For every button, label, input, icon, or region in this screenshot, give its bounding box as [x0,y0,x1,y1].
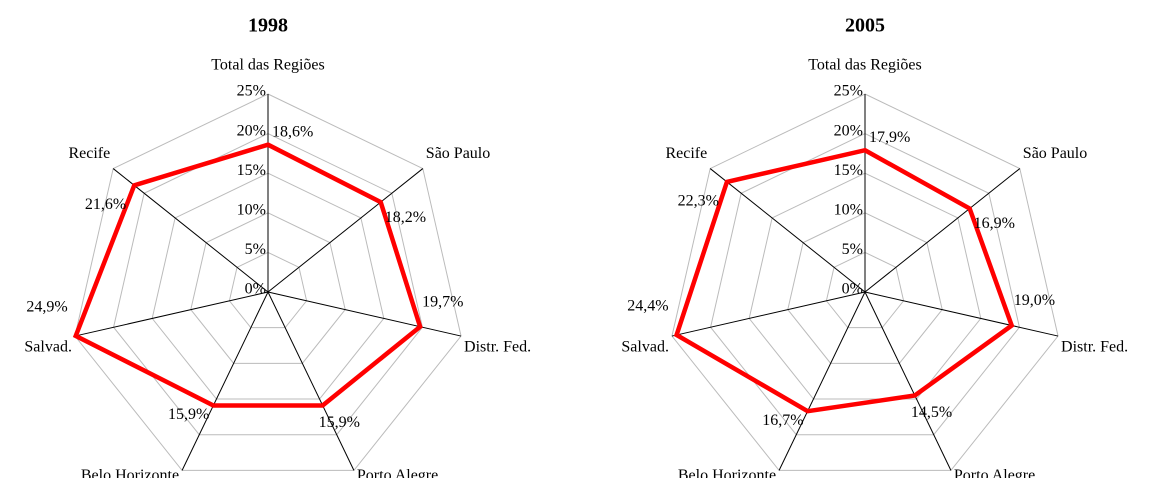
spoke [671,291,866,337]
spoke [74,291,269,337]
series-line [72,142,423,408]
spoke [864,168,1021,293]
category-label: Total das Regiões [211,57,325,74]
grid-ring [748,172,982,400]
category-label: Salvad. [24,339,72,356]
value-label: 17,9% [869,129,910,146]
r-tick-label: 0% [842,281,863,298]
value-label: 19,7% [422,293,463,310]
grid-ring [825,251,905,329]
value-label: 22,3% [678,193,719,210]
category-label: Distr. Fed. [464,339,531,356]
value-label: 15,9% [168,406,209,423]
category-label: Porto Alegre [954,467,1035,478]
chart-title: 1998 [248,15,288,37]
spoke [112,168,269,293]
series-line [673,147,1015,414]
value-label: 24,9% [26,299,67,316]
category-label: Recife [68,145,110,162]
grid-ring [113,133,423,436]
grid-ring [190,212,346,364]
spoke [864,291,952,471]
grid-ring [787,212,943,364]
category-label: São Paulo [426,145,490,162]
r-tick-label: 15% [834,162,863,179]
r-tick-label: 5% [842,241,863,258]
category-label: Salvad. [621,339,669,356]
value-label: 24,4% [627,298,668,315]
spoke [267,291,355,471]
category-label: Distr. Fed. [1061,339,1128,356]
r-tick-label: 20% [834,122,863,139]
r-tick-label: 5% [245,241,266,258]
r-tick-label: 20% [237,122,266,139]
grid-ring [151,172,385,400]
r-tick-label: 25% [237,83,266,100]
category-label: Porto Alegre [357,467,438,478]
r-tick-label: 0% [245,281,266,298]
category-label: São Paulo [1023,145,1087,162]
category-label: Recife [665,145,707,162]
r-tick-label: 10% [834,201,863,218]
r-tick-label: 10% [237,201,266,218]
value-label: 18,6% [272,123,313,140]
value-label: 18,2% [385,209,426,226]
value-label: 14,5% [911,404,952,421]
spoke [181,291,269,471]
r-tick-label: 25% [834,83,863,100]
category-label: Total das Regiões [808,57,922,74]
grid-ring [74,93,462,471]
category-label: Belo Horizonte [81,467,179,478]
grid-ring [710,133,1020,436]
grid-ring [228,251,308,329]
value-label: 21,6% [85,196,126,213]
value-label: 16,9% [974,215,1015,232]
spoke [709,168,866,293]
grid-ring [671,93,1059,471]
chart-title: 2005 [845,15,885,37]
spoke [267,291,462,337]
value-label: 15,9% [319,414,360,431]
category-label: Belo Horizonte [678,467,776,478]
spoke [267,168,424,293]
spoke [864,291,1059,337]
spoke [778,291,866,471]
r-tick-label: 15% [237,162,266,179]
value-label: 19,0% [1014,292,1055,309]
value-label: 16,7% [762,412,803,429]
